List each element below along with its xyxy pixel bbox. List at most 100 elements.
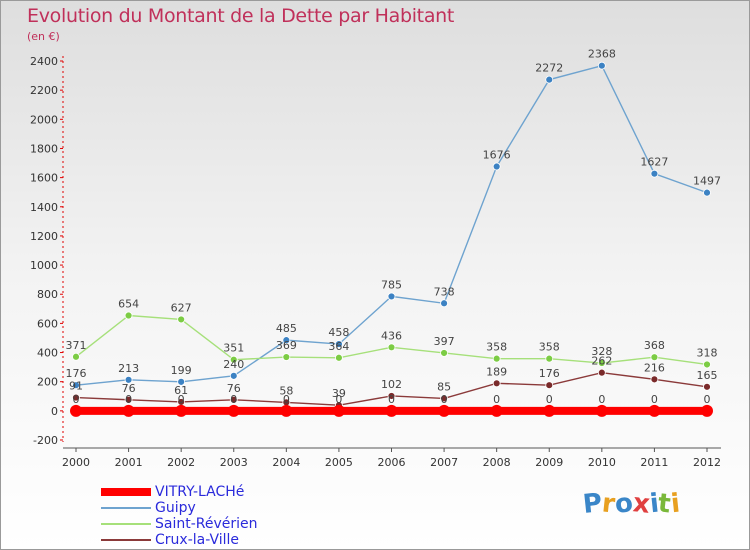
data-point xyxy=(387,392,396,400)
data-point xyxy=(703,360,711,369)
data-point xyxy=(335,340,343,348)
data-label: 369 xyxy=(276,339,297,352)
data-point xyxy=(227,404,240,417)
data-label: 738 xyxy=(434,285,455,298)
x-tick-label: 2002 xyxy=(167,456,195,469)
y-tick-label: 1800 xyxy=(30,142,58,155)
data-point xyxy=(70,404,82,417)
y-tick-label: -200 xyxy=(33,434,58,447)
legend-entry: Saint-Révérien xyxy=(101,516,258,532)
y-tick-label: 200 xyxy=(37,376,58,389)
data-point xyxy=(72,393,80,402)
data-label: 213 xyxy=(118,362,139,375)
data-label: 61 xyxy=(174,384,188,397)
data-point xyxy=(335,353,343,362)
data-point xyxy=(545,381,554,390)
legend-entry: Crux-la-Ville xyxy=(101,532,258,548)
data-point xyxy=(332,404,345,417)
x-tick-label: 2005 xyxy=(325,456,353,469)
data-label: 328 xyxy=(591,345,612,358)
data-point xyxy=(703,382,711,391)
legend-swatch xyxy=(101,488,151,496)
data-point xyxy=(72,381,80,390)
data-label: 0 xyxy=(493,393,500,406)
data-point xyxy=(597,368,606,377)
data-point xyxy=(650,353,659,362)
x-tick-label: 2003 xyxy=(220,456,248,469)
data-point xyxy=(492,354,501,363)
data-label: 0 xyxy=(651,393,658,406)
data-point xyxy=(543,404,556,417)
x-tick-label: 2000 xyxy=(62,456,90,469)
y-tick-label: 800 xyxy=(37,288,58,301)
data-point xyxy=(229,355,238,364)
data-label: 216 xyxy=(644,361,665,374)
data-label: 176 xyxy=(66,367,87,380)
data-point xyxy=(440,349,448,357)
y-tick-label: 1400 xyxy=(30,201,58,214)
data-label: 627 xyxy=(171,301,192,314)
data-point xyxy=(177,315,186,324)
data-label: 58 xyxy=(279,384,293,397)
data-point xyxy=(438,404,451,417)
data-label: 0 xyxy=(598,393,605,406)
x-tick-label: 2001 xyxy=(115,456,143,469)
data-label: 364 xyxy=(328,340,349,353)
x-tick-label: 2008 xyxy=(483,456,511,469)
data-point xyxy=(650,169,659,178)
y-tick-label: 1200 xyxy=(30,230,58,243)
data-label: 0 xyxy=(230,393,237,406)
logo-letter: i xyxy=(669,488,682,520)
data-point xyxy=(229,371,238,380)
data-point xyxy=(229,395,238,404)
legend-swatch xyxy=(101,539,151,541)
data-label: 351 xyxy=(223,342,244,355)
data-point xyxy=(385,404,398,417)
x-tick-label: 2010 xyxy=(588,456,616,469)
x-tick-label: 2009 xyxy=(535,456,563,469)
data-point xyxy=(492,162,501,171)
x-tick-label: 2006 xyxy=(378,456,406,469)
x-tick-label: 2007 xyxy=(430,456,458,469)
data-point xyxy=(124,375,133,384)
x-tick-label: 2012 xyxy=(693,456,721,469)
y-tick-label: 2400 xyxy=(30,55,58,68)
y-tick-label: 600 xyxy=(37,317,58,330)
data-point xyxy=(701,404,713,417)
data-point xyxy=(440,394,448,403)
data-point xyxy=(72,352,80,361)
legend-swatch xyxy=(101,507,151,509)
data-point xyxy=(387,292,396,301)
data-point xyxy=(545,354,554,363)
y-tick-label: 0 xyxy=(51,405,58,418)
chart-title: Evolution du Montant de la Dette par Hab… xyxy=(27,5,455,27)
data-point xyxy=(597,359,606,367)
data-label: 1627 xyxy=(640,156,668,169)
data-point xyxy=(282,353,291,361)
data-label: 368 xyxy=(644,339,665,352)
data-point xyxy=(122,404,135,417)
data-label: 199 xyxy=(171,364,192,377)
data-label: 76 xyxy=(122,382,136,395)
data-label: 85 xyxy=(437,380,451,393)
data-label: 397 xyxy=(434,335,455,348)
chart-subtitle: (en €) xyxy=(27,30,60,43)
legend: VITRY-LACHé Guipy Saint-Révérien Crux-la-Vi… xyxy=(101,484,258,548)
data-point xyxy=(595,404,608,417)
data-label: 0 xyxy=(441,393,448,406)
data-label: 1676 xyxy=(483,149,511,162)
data-label: 0 xyxy=(283,393,290,406)
data-point xyxy=(492,379,501,388)
data-label: 176 xyxy=(539,367,560,380)
data-label: 371 xyxy=(66,339,87,352)
y-tick-label: 2200 xyxy=(30,84,58,97)
y-tick-label: 2000 xyxy=(30,113,58,126)
data-point xyxy=(490,404,503,417)
data-label: 189 xyxy=(486,365,507,378)
legend-swatch xyxy=(101,523,151,525)
data-point xyxy=(648,404,661,417)
data-label: 318 xyxy=(697,346,718,359)
data-label: 0 xyxy=(546,393,553,406)
data-point xyxy=(124,311,133,320)
